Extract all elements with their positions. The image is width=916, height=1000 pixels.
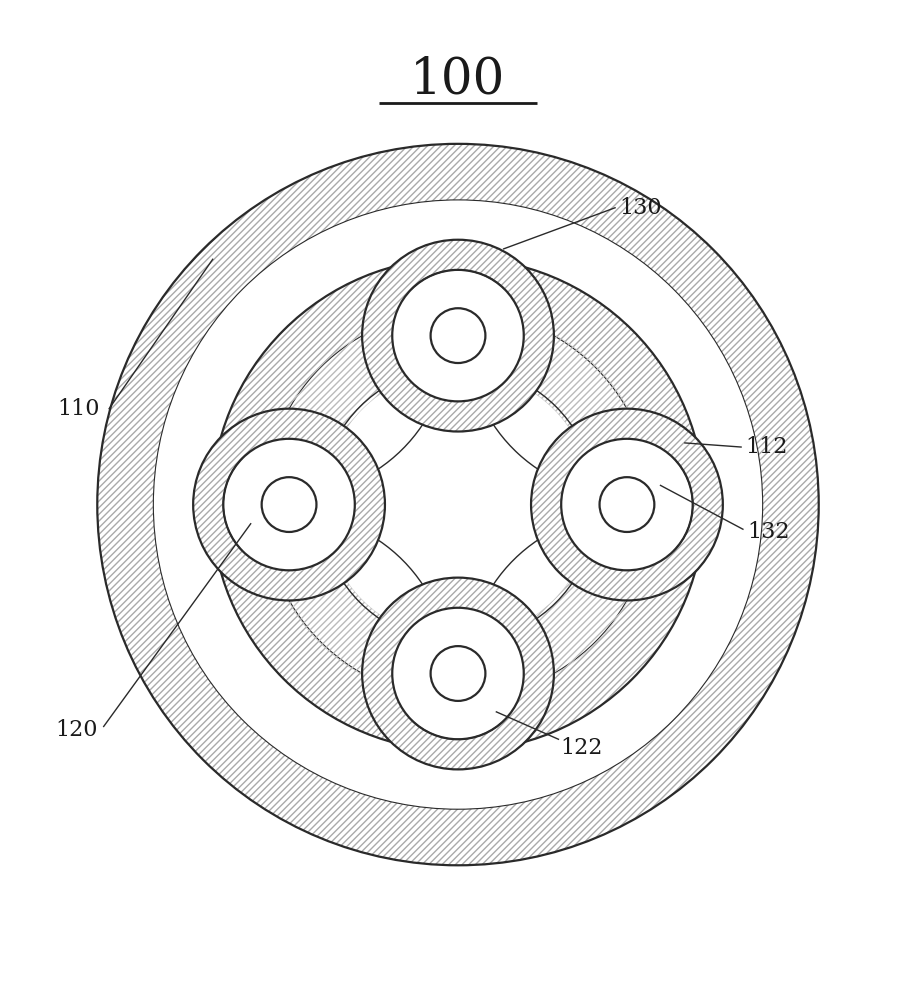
Text: 100: 100 — [410, 55, 506, 105]
Circle shape — [362, 240, 554, 432]
Circle shape — [265, 311, 651, 698]
Circle shape — [224, 439, 354, 570]
Circle shape — [262, 477, 316, 532]
Circle shape — [392, 608, 524, 739]
Circle shape — [154, 200, 762, 809]
Circle shape — [431, 646, 485, 701]
Text: 112: 112 — [746, 436, 788, 458]
Circle shape — [362, 578, 554, 769]
Text: 122: 122 — [560, 737, 603, 759]
Text: 110: 110 — [58, 398, 100, 420]
Text: 130: 130 — [619, 197, 662, 219]
Circle shape — [431, 308, 485, 363]
Circle shape — [600, 477, 654, 532]
Text: 132: 132 — [747, 521, 790, 543]
Circle shape — [392, 270, 524, 401]
Circle shape — [97, 144, 819, 865]
Circle shape — [562, 439, 692, 570]
Text: 120: 120 — [55, 719, 97, 741]
Circle shape — [531, 409, 723, 600]
Circle shape — [193, 409, 385, 600]
